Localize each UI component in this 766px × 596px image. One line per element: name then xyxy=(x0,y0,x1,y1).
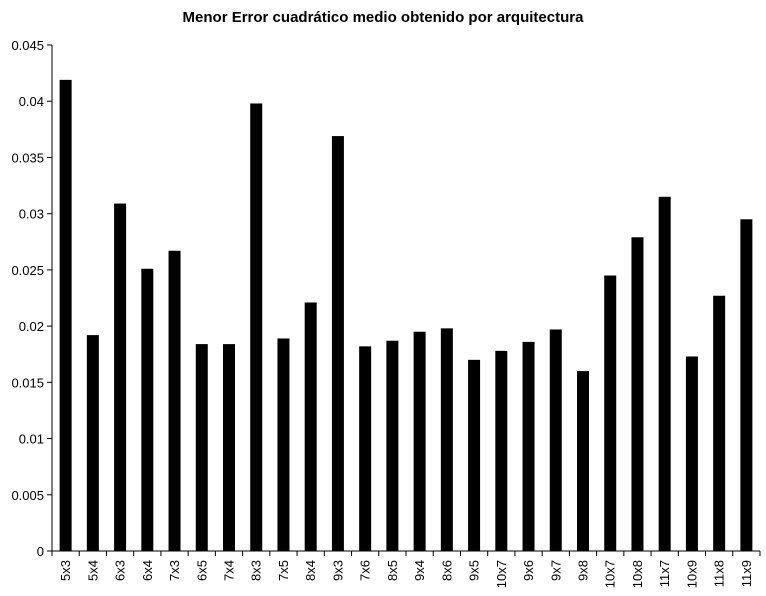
y-tick-label: 0.03 xyxy=(19,207,44,222)
x-tick-label-5x4: 5x4 xyxy=(85,560,100,581)
y-tick-label: 0.005 xyxy=(11,488,44,503)
bar-9x3 xyxy=(331,136,344,551)
x-tick-label-9x3: 9x3 xyxy=(330,560,345,581)
x-tick-label-10x8: 10x8 xyxy=(630,560,645,588)
bar-9x8 xyxy=(577,371,589,551)
bar-6x4 xyxy=(141,268,154,551)
bar-10x8 xyxy=(631,237,644,551)
bar-9x6 xyxy=(522,341,535,551)
y-tick-label: 0.045 xyxy=(11,38,44,53)
x-tick-label-5x3: 5x3 xyxy=(58,560,73,581)
y-tick-label: 0 xyxy=(37,544,44,559)
x-tick-label-7x6: 7x6 xyxy=(358,560,373,581)
x-tick-label-9x8: 9x8 xyxy=(576,560,591,581)
y-tick-label: 0.02 xyxy=(19,319,44,334)
y-tick-label: 0.025 xyxy=(11,263,44,278)
x-tick-label-10x7: 10x7 xyxy=(603,560,618,588)
x-tick-label-8x4: 8x4 xyxy=(303,560,318,581)
bar-10x9 xyxy=(685,356,698,551)
bar-9x7 xyxy=(549,329,562,551)
x-tick-label-6x3: 6x3 xyxy=(113,560,128,581)
chart-title: Menor Error cuadrático medio obtenido po… xyxy=(182,9,584,26)
x-tick-label-9x6: 9x6 xyxy=(521,560,536,581)
bar-9x4 xyxy=(413,331,426,551)
bar-5x4 xyxy=(86,335,99,551)
bar-5x3 xyxy=(59,79,72,552)
axes-layer xyxy=(51,45,760,552)
bar-9x5 xyxy=(468,359,481,551)
bar-7x5 xyxy=(277,338,290,551)
x-tick-label-10x7: 10x7 xyxy=(494,560,509,588)
x-tick-label-8x3: 8x3 xyxy=(249,560,264,581)
y-tick-label: 0.015 xyxy=(11,375,44,390)
x-tick-label-7x5: 7x5 xyxy=(276,560,291,581)
x-tick-label-6x4: 6x4 xyxy=(140,560,155,581)
bar-7x6 xyxy=(359,346,372,551)
x-tick-label-7x3: 7x3 xyxy=(167,560,182,581)
x-tick-label-10x9: 10x9 xyxy=(684,560,699,588)
x-tick-label-7x4: 7x4 xyxy=(222,560,237,581)
y-tick-label: 0.035 xyxy=(11,150,44,165)
bars-layer xyxy=(59,79,753,552)
x-tick-label-11x7: 11x7 xyxy=(657,560,672,587)
bar-11x9 xyxy=(740,219,753,552)
x-axis-ticks: 5x3 5x4 6x3 6x4 7x3 6x5 7x4 8x3 7x5 8x4 9x3 7x6 8x5 9… xyxy=(51,551,761,588)
bar-8x5 xyxy=(386,340,399,551)
bar-10x7 xyxy=(495,350,508,551)
x-tick-label-8x6: 8x6 xyxy=(439,560,454,581)
bar-8x3 xyxy=(250,103,263,551)
bar-7x4 xyxy=(223,344,235,551)
bar-8x6 xyxy=(440,328,453,551)
bar-11x8 xyxy=(713,295,726,551)
y-tick-label: 0.01 xyxy=(19,432,44,447)
bar-6x3 xyxy=(114,203,127,552)
bar-6x5 xyxy=(195,344,208,551)
x-tick-label-9x5: 9x5 xyxy=(467,560,482,581)
x-tick-label-11x8: 11x8 xyxy=(712,560,727,587)
y-axis-ticks: 0 0.005 0.01 0.015 0.02 0.025 0.03 0.035 0.04 0.0… xyxy=(11,38,52,559)
x-tick-label-9x7: 9x7 xyxy=(548,560,563,581)
bar-7x3 xyxy=(168,250,181,551)
x-tick-label-6x5: 6x5 xyxy=(194,560,209,581)
x-tick-label-11x9: 11x9 xyxy=(739,560,754,587)
bar-8x4 xyxy=(304,302,317,551)
y-tick-label: 0.04 xyxy=(19,94,44,109)
bar-10x7 xyxy=(604,275,617,551)
bar-11x7 xyxy=(658,196,671,552)
x-tick-label-8x5: 8x5 xyxy=(385,560,400,581)
x-tick-label-9x4: 9x4 xyxy=(412,560,427,581)
